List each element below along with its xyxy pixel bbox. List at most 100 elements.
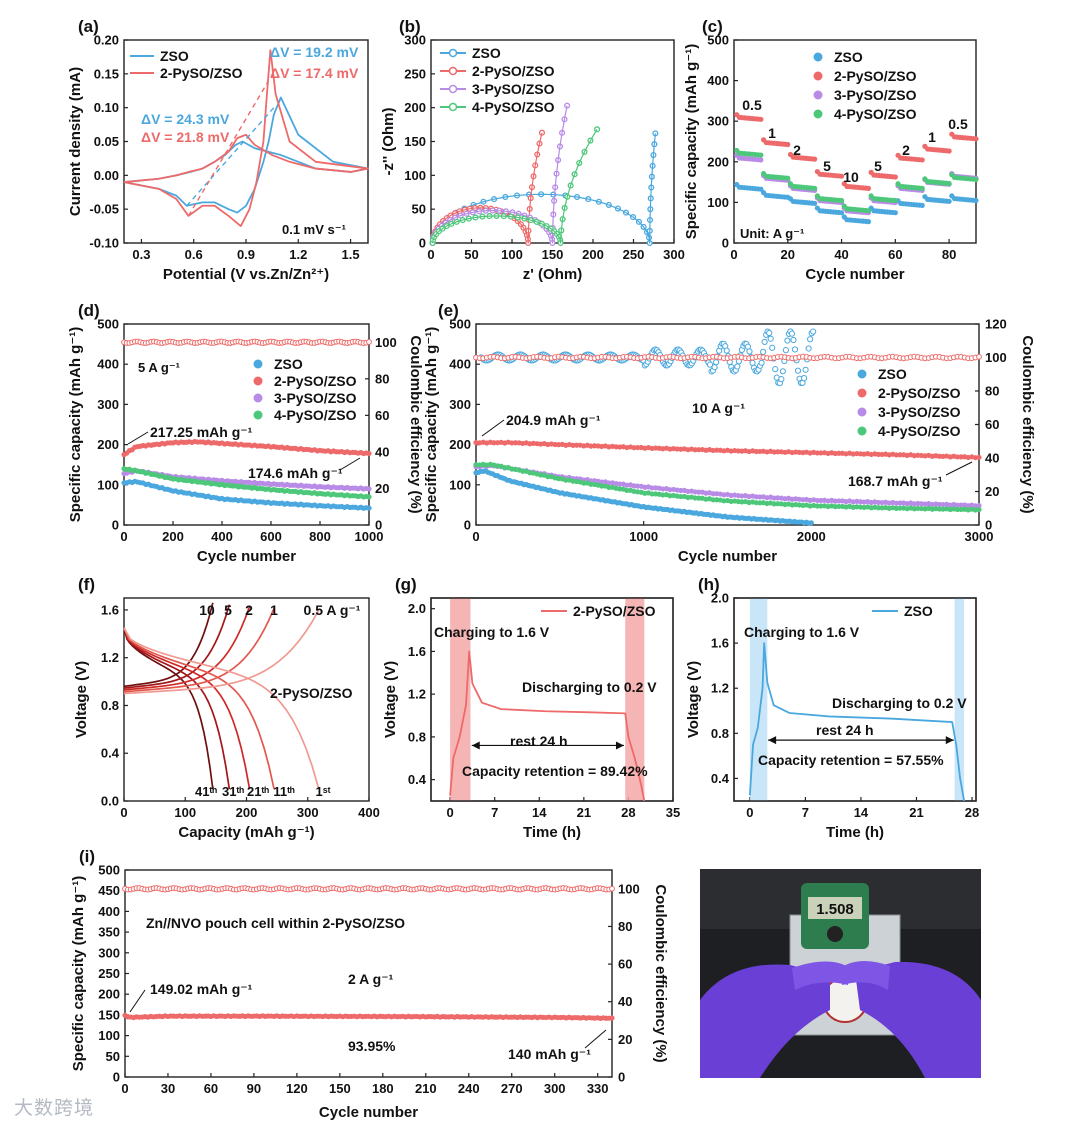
rate-point <box>973 136 979 142</box>
y-tick-label: 0.15 <box>94 66 119 81</box>
panel-label: (i) <box>79 847 95 866</box>
legend-label: 4-PySO/ZSO <box>878 423 961 439</box>
legend-label: 4-PySO/ZSO <box>472 99 555 115</box>
rate-label: 5 <box>224 602 232 618</box>
capacity-point <box>635 444 641 451</box>
y2-tick-label: 80 <box>618 919 632 934</box>
legend-marker <box>253 393 263 403</box>
x-tick-label: 200 <box>162 529 184 544</box>
x-tick-label: 0 <box>730 247 737 262</box>
x-axis-label: Cycle number <box>805 266 904 283</box>
y2-tick-label: 0 <box>375 518 382 533</box>
capacity-point <box>814 503 820 509</box>
legend-marker <box>448 102 458 112</box>
x-tick-label: 0.3 <box>132 247 150 262</box>
panel-label: (b) <box>399 17 421 36</box>
voltage-curve <box>748 642 965 802</box>
discharge-curve <box>123 627 320 790</box>
x-tick-label: 800 <box>309 529 331 544</box>
panel-f: 0 100 200 300 400 0.0 0.4 0.8 1.2 1.6 Capacity (mA… <box>73 575 380 841</box>
panel-label: (g) <box>395 575 417 594</box>
x-axis-label: Cycle number <box>319 1104 418 1121</box>
x-tick-label: 120 <box>286 1081 308 1096</box>
capacity-point <box>599 483 605 489</box>
ce-point-zso <box>746 348 753 355</box>
legend-label: ZSO <box>274 356 303 372</box>
panel-label: (e) <box>438 301 459 320</box>
y-axis-label: Specific capacity (mAh g⁻¹) <box>423 327 440 522</box>
ce-point-zso <box>769 344 776 351</box>
x-tick-label: 60 <box>204 1081 218 1096</box>
ce-point-zso <box>805 345 812 352</box>
y2-tick-label: 120 <box>985 317 1007 332</box>
capacity-point <box>710 491 716 497</box>
plot-frame <box>733 39 977 244</box>
panel-label: (h) <box>698 575 720 594</box>
rate-label: 1 <box>270 602 278 618</box>
panel-c: 0 20 40 60 80 0 100 200 300 400 500 Cycle number Spe… <box>683 17 979 283</box>
legend-marker <box>857 426 867 436</box>
x-axis-label: z' (Ohm) <box>523 266 582 283</box>
cycle-label: 11ᵗʰ <box>273 784 295 799</box>
ce-point-zso <box>766 329 773 337</box>
cycle-label: 41ᵗʰ <box>195 784 217 799</box>
rate-point <box>758 152 764 158</box>
annotation: 2 A g⁻¹ <box>348 971 394 987</box>
x-tick-label: 270 <box>501 1081 523 1096</box>
legend-label: 3-PySO/ZSO <box>472 81 555 97</box>
x-tick-label: 1.5 <box>342 247 360 262</box>
y-tick-label: 200 <box>707 154 729 169</box>
x-axis-label: Cycle number <box>678 548 777 565</box>
y-tick-label: 300 <box>97 397 119 412</box>
x-tick-label: 240 <box>458 1081 480 1096</box>
y-tick-label: 150 <box>404 134 426 149</box>
ce-point-zso <box>790 336 797 344</box>
x-axis-label: Time (h) <box>523 824 581 841</box>
y-tick-label: 1.2 <box>711 681 729 696</box>
y-tick-label: 400 <box>97 357 119 372</box>
y2-tick-label: 100 <box>618 881 640 896</box>
legend-marker <box>813 71 823 81</box>
left-glove <box>700 964 830 1078</box>
x-tick-label: 0 <box>120 805 127 820</box>
legend-marker <box>857 407 867 417</box>
rate-point <box>892 174 898 180</box>
rate-point <box>919 202 925 209</box>
rate-point <box>838 197 845 204</box>
ce-point-zso <box>772 366 779 373</box>
annotation: 5 A g⁻¹ <box>138 360 180 375</box>
time-band <box>625 598 645 801</box>
ce-point-zso <box>760 348 767 355</box>
x-tick-label: 40 <box>834 247 848 262</box>
capacity-point <box>775 449 781 455</box>
y-tick-label: 100 <box>404 168 426 183</box>
y-tick-label: 0 <box>419 236 426 251</box>
y-tick-label: 400 <box>98 904 120 919</box>
capacity-point <box>366 450 372 457</box>
meter-reading: 1.508 <box>816 901 854 918</box>
y-tick-label: 2.0 <box>711 591 729 606</box>
eis-curve-3-PySO/ZSO <box>432 105 568 244</box>
discharge-curve <box>123 627 275 790</box>
ce-point-zso <box>706 361 714 368</box>
x-tick-label: 0 <box>120 529 127 544</box>
y-tick-label: 0.10 <box>94 100 119 115</box>
legend-marker <box>253 410 263 420</box>
rate-point <box>919 157 925 163</box>
rate-point <box>946 198 952 204</box>
y-tick-label: 500 <box>707 33 729 48</box>
annotation: 174.6 mAh g⁻¹ <box>248 465 343 481</box>
y-tick-label: 250 <box>98 966 120 981</box>
cycle-label: 31ᵗʰ <box>222 784 244 799</box>
charge-curve <box>123 607 275 693</box>
rate-point <box>838 210 845 216</box>
legend-label: 2-PySO/ZSO <box>573 603 656 619</box>
y-tick-label: 100 <box>707 195 729 210</box>
legend-label: 2-PySO/ZSO <box>878 385 961 401</box>
legend-marker <box>448 48 458 58</box>
panel-label: (c) <box>702 17 723 36</box>
y2-tick-label: 40 <box>618 994 632 1009</box>
y-axis-label: Current density (mA) <box>67 67 84 216</box>
legend-marker <box>813 90 823 100</box>
